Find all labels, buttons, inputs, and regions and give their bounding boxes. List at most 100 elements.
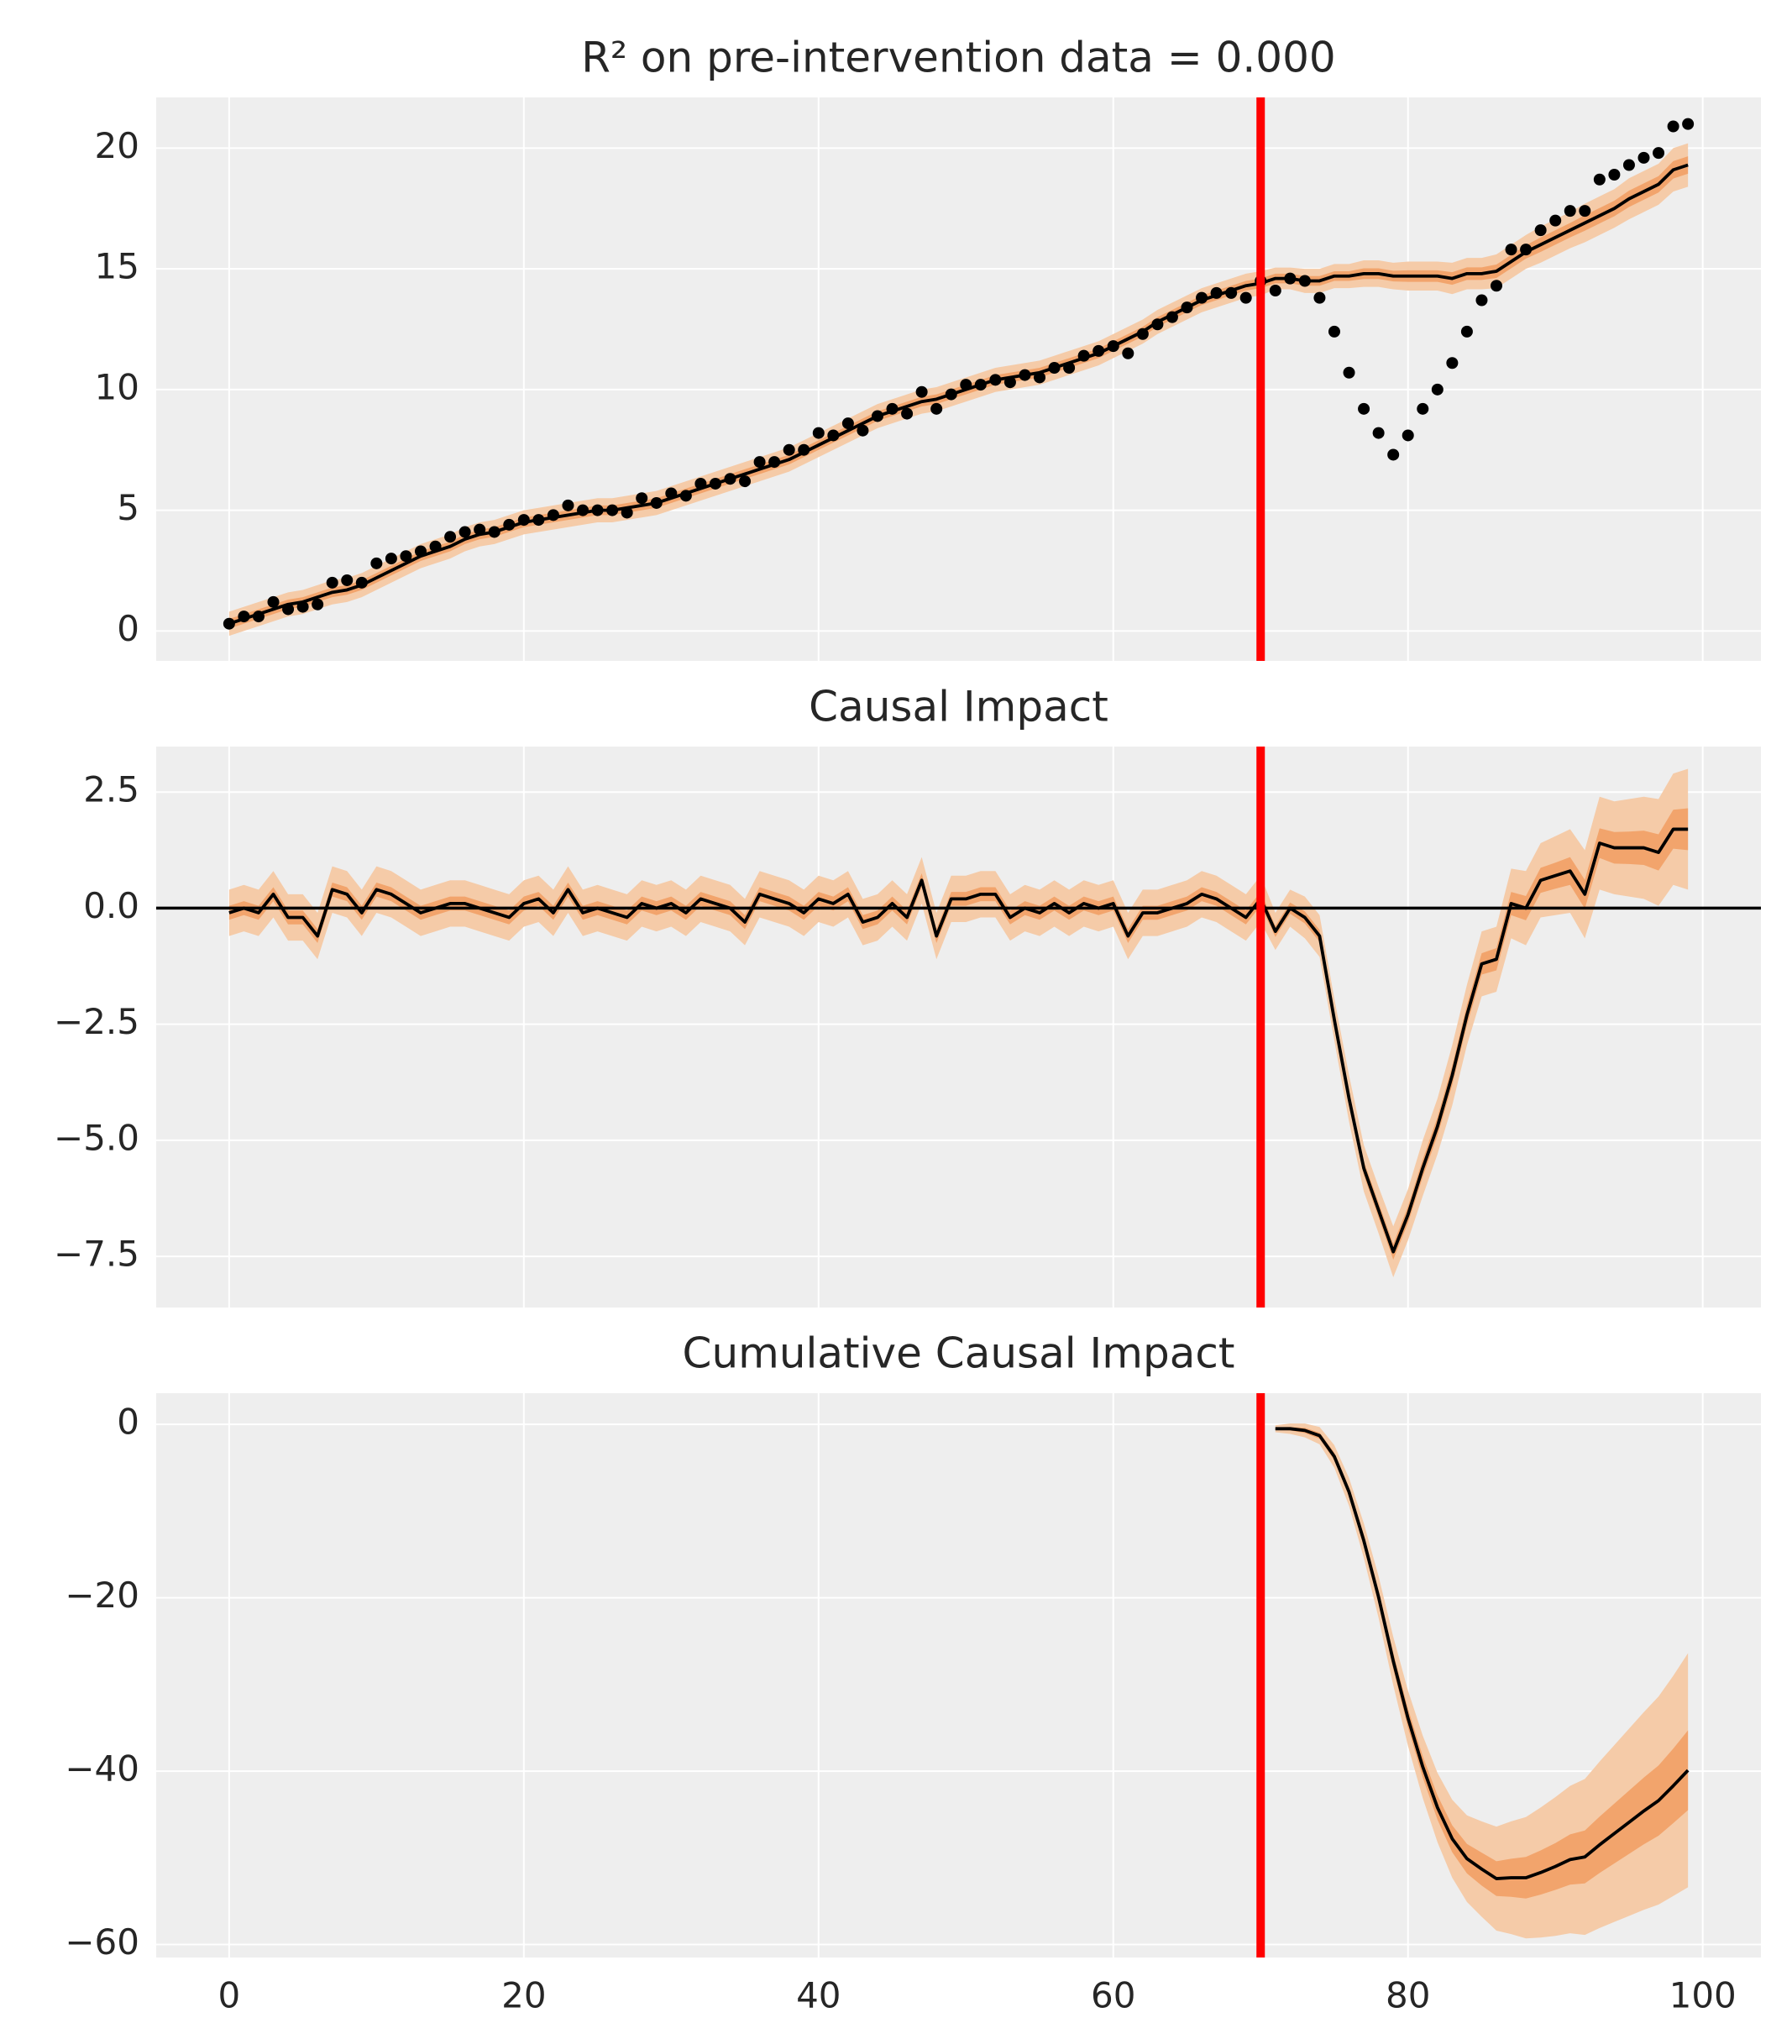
point xyxy=(577,504,589,516)
hdi-band xyxy=(1275,1423,1689,1939)
point xyxy=(1579,205,1591,218)
point xyxy=(355,576,368,589)
x-tick-label: 40 xyxy=(796,1975,841,2016)
point xyxy=(1063,361,1076,374)
point xyxy=(1417,402,1429,415)
point xyxy=(636,492,648,505)
point xyxy=(458,526,471,538)
point xyxy=(709,477,721,490)
y-tick-label: −2.5 xyxy=(54,1001,139,1042)
point xyxy=(1034,371,1046,384)
point xyxy=(1003,376,1016,389)
y-tick-label: 0.0 xyxy=(83,885,139,926)
point xyxy=(1077,349,1090,362)
point xyxy=(1048,361,1061,374)
point xyxy=(1460,325,1473,338)
point xyxy=(1196,291,1208,304)
point xyxy=(841,417,854,430)
point xyxy=(1653,147,1665,160)
point xyxy=(1446,357,1459,369)
point xyxy=(930,402,943,415)
point xyxy=(1637,151,1650,164)
point xyxy=(812,427,825,439)
point xyxy=(1284,272,1297,285)
point xyxy=(665,487,678,500)
point xyxy=(724,473,736,485)
point xyxy=(606,504,619,516)
point xyxy=(1549,214,1562,227)
point xyxy=(1358,402,1370,415)
point xyxy=(252,611,265,623)
point xyxy=(886,402,899,415)
chart-title: Cumulative Causal Impact xyxy=(683,1329,1235,1378)
point xyxy=(532,514,545,527)
point xyxy=(414,545,427,558)
point xyxy=(547,509,559,521)
line xyxy=(1275,1427,1690,1880)
point xyxy=(768,456,781,469)
point xyxy=(1181,301,1193,314)
point xyxy=(1431,383,1444,396)
y-tick-label: 2.5 xyxy=(83,769,139,810)
x-tick-label: 60 xyxy=(1091,1975,1135,2016)
point xyxy=(326,576,338,589)
chart-title: R² on pre-intervention data = 0.000 xyxy=(581,34,1336,82)
point xyxy=(503,518,516,531)
hdi-band xyxy=(228,768,1689,1278)
point xyxy=(385,553,397,565)
point xyxy=(901,407,914,420)
point xyxy=(1225,286,1238,299)
point xyxy=(562,499,574,511)
point xyxy=(429,540,442,553)
point xyxy=(1667,120,1679,133)
plot-background xyxy=(156,747,1761,1308)
point xyxy=(1491,280,1503,292)
point xyxy=(1122,347,1134,359)
point xyxy=(282,603,295,616)
point xyxy=(753,456,766,469)
point xyxy=(1107,340,1119,353)
point xyxy=(857,424,869,437)
point xyxy=(1593,173,1606,186)
point xyxy=(1622,159,1635,171)
point xyxy=(679,490,692,502)
point xyxy=(400,550,412,563)
point xyxy=(1343,366,1355,379)
point xyxy=(739,475,752,488)
point xyxy=(1019,369,1031,381)
y-tick-label: 10 xyxy=(95,366,139,407)
point xyxy=(1313,291,1326,304)
y-tick-label: −5.0 xyxy=(54,1117,139,1158)
y-tick-label: −7.5 xyxy=(54,1234,139,1275)
x-tick-label: 0 xyxy=(217,1975,240,2016)
chart-title: Causal Impact xyxy=(809,683,1108,731)
point xyxy=(474,523,486,536)
point xyxy=(974,379,987,391)
point xyxy=(1151,318,1164,331)
x-tick-label: 80 xyxy=(1386,1975,1430,2016)
point xyxy=(621,506,633,519)
point xyxy=(1387,448,1400,461)
y-tick-label: −20 xyxy=(65,1575,139,1616)
y-tick-label: 20 xyxy=(95,125,139,166)
point xyxy=(267,595,280,608)
point xyxy=(945,388,957,401)
point xyxy=(1520,244,1533,256)
point xyxy=(591,504,604,516)
point xyxy=(296,600,309,613)
point xyxy=(1328,325,1340,338)
point xyxy=(370,557,383,569)
point xyxy=(1475,294,1488,307)
point xyxy=(1682,118,1695,130)
point xyxy=(444,531,457,543)
point xyxy=(1239,291,1252,304)
point xyxy=(1092,344,1105,357)
point xyxy=(1372,427,1385,439)
point xyxy=(517,514,530,527)
x-tick-label: 20 xyxy=(501,1975,546,2016)
line xyxy=(228,827,1689,1254)
point xyxy=(798,443,810,456)
y-tick-label: 0 xyxy=(117,608,139,649)
point xyxy=(960,379,972,391)
